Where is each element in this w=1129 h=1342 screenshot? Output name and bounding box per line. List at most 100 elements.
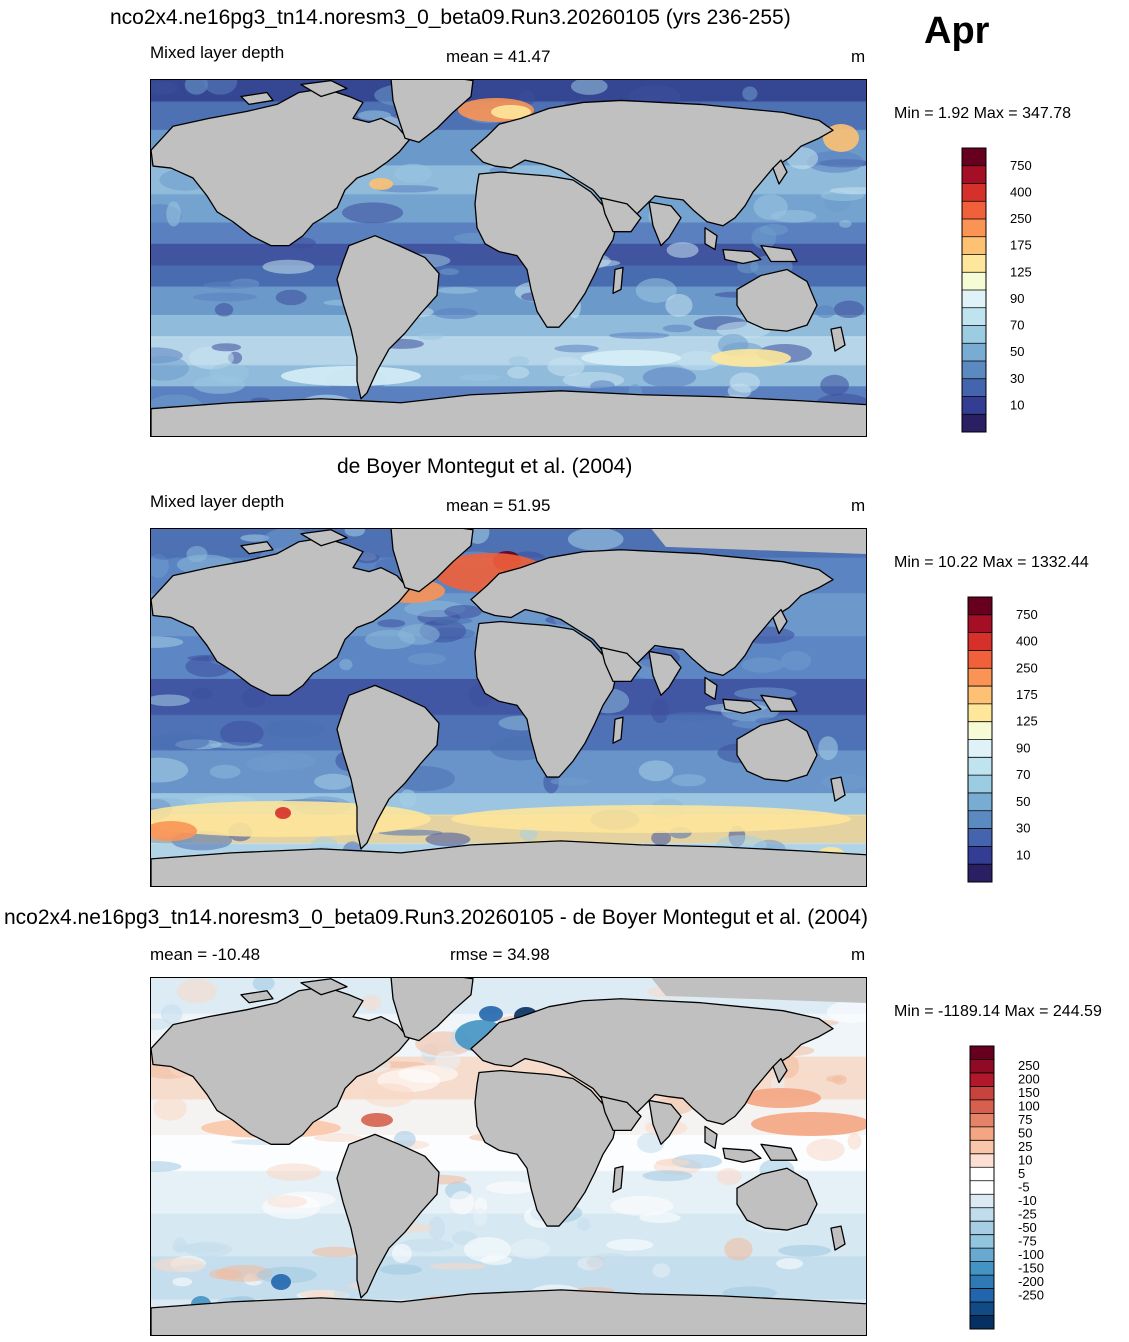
field-blob	[407, 653, 446, 665]
field-blob	[436, 287, 479, 294]
colorbar-swatch	[962, 414, 986, 433]
field-blob	[458, 374, 502, 381]
field-blob	[550, 777, 590, 786]
colorbar-swatch	[970, 1288, 994, 1303]
landmass	[704, 227, 718, 251]
field-blob	[433, 307, 478, 320]
field-blob	[662, 324, 693, 333]
colorbar-tick-label: 175	[1010, 238, 1032, 253]
panel-3-title: nco2x4.ne16pg3_tn14.noresm3_0_beta09.Run…	[4, 906, 868, 929]
field-blob	[806, 1138, 845, 1162]
colorbar-tick-label: 400	[1010, 184, 1032, 199]
colorbar-swatch	[962, 378, 986, 397]
landmass	[612, 716, 624, 744]
colorbar-tick-label: -200	[1018, 1274, 1044, 1289]
colorbar-tick-label: 750	[1010, 158, 1032, 173]
landmass	[240, 91, 274, 106]
field-blob	[240, 534, 270, 542]
field-blob	[637, 1132, 665, 1153]
field-feature	[369, 178, 393, 190]
colorbar-swatch	[962, 148, 986, 167]
landmass	[390, 529, 474, 593]
field-blob	[172, 1277, 193, 1287]
panel-3-unit: m	[851, 945, 866, 964]
colorbar-tick-label: 200	[1018, 1072, 1040, 1087]
colorbar-swatch	[968, 632, 992, 651]
colorbar-tick-label: 175	[1016, 687, 1038, 702]
field-blob	[665, 712, 721, 722]
field-blob	[192, 292, 257, 302]
field-blob	[820, 374, 850, 396]
landmass	[470, 549, 834, 677]
colorbar-swatch	[962, 343, 986, 362]
panel-1-title: nco2x4.ne16pg3_tn14.noresm3_0_beta09.Run…	[110, 6, 791, 29]
field-blob	[214, 303, 234, 317]
field-blob	[847, 1132, 862, 1150]
field-blob	[191, 687, 213, 700]
field-blob	[650, 698, 670, 724]
month-label: Apr	[924, 10, 990, 52]
colorbar-swatch	[968, 864, 992, 883]
landmass	[760, 244, 798, 263]
landmass	[470, 998, 834, 1126]
field-blob	[241, 687, 266, 708]
land-masses	[151, 529, 866, 886]
colorbar-swatch	[970, 1113, 994, 1128]
colorbar-swatch	[970, 1221, 994, 1236]
field-blob	[344, 529, 365, 537]
landmass	[722, 698, 762, 714]
field-blob	[188, 346, 234, 370]
field-blob	[262, 1194, 321, 1220]
field-blob	[435, 1050, 461, 1071]
colorbar-tick-label: -10	[1018, 1193, 1037, 1208]
colorbar-swatch	[970, 1180, 994, 1195]
colorbar-tick-label: -25	[1018, 1206, 1037, 1221]
landmass	[772, 159, 788, 185]
colorbar-swatch	[962, 254, 986, 273]
colorbar-tick-label: 10	[1010, 397, 1024, 412]
colorbar-swatch	[962, 183, 986, 202]
field-blob	[652, 1263, 671, 1278]
colorbar-frame	[961, 147, 987, 433]
colorbar-tick-label: -75	[1018, 1233, 1037, 1248]
landmass	[390, 978, 474, 1042]
field-blob	[394, 163, 432, 183]
field-blob	[151, 694, 190, 707]
field-blob	[151, 797, 186, 809]
field-blob	[398, 624, 440, 645]
field-blob	[263, 720, 325, 739]
field-blob	[428, 1216, 446, 1240]
panel-1-variable-label: Mixed layer depth	[150, 43, 285, 62]
field-blob	[151, 355, 189, 381]
landmass	[151, 537, 410, 696]
field-blob	[734, 687, 797, 700]
landmass	[722, 1147, 762, 1163]
field-blob	[152, 1257, 205, 1273]
field-blob	[357, 110, 392, 121]
panel-3-rmse: rmse = 34.98	[450, 945, 550, 964]
field-blob	[507, 366, 530, 379]
field-blob	[826, 1075, 844, 1083]
field-blob	[776, 1258, 804, 1270]
field-blob	[570, 80, 608, 95]
landmass	[470, 99, 834, 227]
colorbar-tick-label: 30	[1016, 821, 1030, 836]
field-blob	[209, 363, 250, 384]
colorbar-tick-label: -5	[1018, 1180, 1030, 1195]
field-blob	[151, 636, 184, 648]
field-blob	[751, 226, 777, 249]
panel-1-map	[150, 79, 867, 437]
field-blob	[398, 1238, 455, 1252]
field-blob	[677, 350, 721, 371]
colorbar-swatch	[970, 1234, 994, 1249]
field-feature	[361, 1113, 393, 1127]
landmass	[600, 646, 642, 683]
field-blob	[444, 605, 482, 619]
colorbar-swatch	[970, 1099, 994, 1114]
colorbar-swatch	[970, 1167, 994, 1182]
landmass	[760, 694, 798, 712]
colorbar-tick-label: 70	[1010, 318, 1024, 333]
field-blob	[339, 658, 353, 671]
field-blob	[341, 202, 404, 224]
land-masses	[151, 978, 866, 1335]
